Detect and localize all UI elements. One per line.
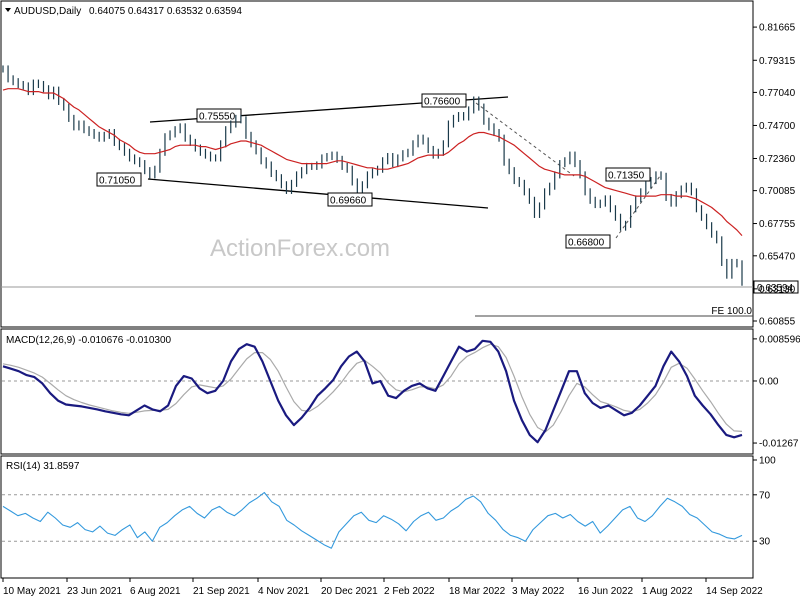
price-axis-tick-label: 0.63130 bbox=[759, 284, 796, 295]
x-tick-label: 14 Sep 2022 bbox=[706, 586, 763, 597]
x-tick-label: 4 Nov 2021 bbox=[258, 586, 310, 597]
current-price-box bbox=[753, 280, 799, 294]
pivot-label-5: 0.66800 bbox=[565, 234, 611, 249]
symbol-label: AUDUSD,Daily bbox=[14, 6, 81, 17]
macd-signal-line bbox=[2, 343, 743, 433]
price-axis-tick-label: 0.60855 bbox=[759, 316, 796, 327]
moving-average-line bbox=[2, 88, 743, 237]
macd-axis-tick-label: -0.01267 bbox=[759, 439, 799, 450]
rsi-series-group bbox=[2, 491, 743, 549]
pivot-label-4: 0.71350 bbox=[605, 167, 651, 182]
macd-panel-frame bbox=[0, 328, 754, 455]
x-tick-label: 20 Dec 2021 bbox=[321, 586, 378, 597]
pivot-label-text-2: 0.71050 bbox=[99, 176, 136, 187]
fe-label: FE 100.0 bbox=[711, 306, 752, 317]
pivot-label-2: 0.71050 bbox=[96, 172, 142, 187]
price-panel-frame bbox=[0, 0, 754, 328]
rsi-label: RSI(14) 31.8597 bbox=[6, 461, 80, 472]
rsi-panel-frame bbox=[0, 455, 754, 579]
x-tick-label: 21 Sep 2021 bbox=[193, 586, 250, 597]
pivot-label-3: 0.69660 bbox=[327, 192, 373, 207]
dropdown-triangle-icon[interactable] bbox=[5, 8, 11, 12]
x-tick-label: 6 Aug 2021 bbox=[130, 586, 181, 597]
price-axis-tick-label: 0.79315 bbox=[759, 56, 796, 67]
x-tick-label: 18 Mar 2022 bbox=[449, 586, 506, 597]
x-tick-label: 1 Aug 2022 bbox=[642, 586, 693, 597]
rsi-axis-tick-label: 30 bbox=[759, 537, 771, 548]
pivot-label-text-5: 0.66800 bbox=[568, 238, 605, 249]
price-axis-tick-label: 0.81665 bbox=[759, 23, 796, 34]
pivot-label-text-1: 0.76600 bbox=[424, 97, 461, 108]
x-tick-label: 2 Feb 2022 bbox=[384, 586, 435, 597]
macd-series-group bbox=[2, 339, 743, 444]
rsi-line bbox=[2, 491, 743, 549]
x-tick-label: 16 Jun 2022 bbox=[578, 586, 633, 597]
dashed-projection-1 bbox=[475, 102, 575, 177]
dashed-projection-2 bbox=[615, 175, 661, 239]
ohlc-values: 0.64075 0.64317 0.63532 0.63594 bbox=[89, 6, 242, 17]
rsi-y-axis: 100 70 30 bbox=[2, 456, 776, 548]
macd-main-line bbox=[2, 339, 743, 444]
current-price-value: 0.63594 bbox=[757, 283, 794, 294]
pivot-label-0: 0.75550 bbox=[196, 108, 242, 123]
price-axis-tick-label: 0.65470 bbox=[759, 251, 796, 262]
price-y-axis: 0.81665 0.79315 0.77040 0.74700 0.72360 0.700… bbox=[753, 23, 796, 327]
date-x-axis: 10 May 2021 23 Jun 2021 6 Aug 2021 21 Sep 2… bbox=[2, 578, 763, 597]
rsi-axis-tick-label: 100 bbox=[759, 456, 776, 467]
x-tick-label: 3 May 2022 bbox=[512, 586, 565, 597]
price-axis-tick-label: 0.74700 bbox=[759, 121, 796, 132]
pivot-label-1: 0.76600 bbox=[421, 93, 467, 108]
price-axis-tick-label: 0.67755 bbox=[759, 219, 796, 230]
rsi-axis-tick-label: 70 bbox=[759, 490, 771, 501]
macd-axis-tick-label: 0.008596 bbox=[759, 334, 800, 345]
price-series-group bbox=[2, 65, 743, 286]
price-axis-tick-label: 0.72360 bbox=[759, 154, 796, 165]
pivot-label-text-0: 0.75550 bbox=[199, 112, 236, 123]
pivot-label-text-4: 0.71350 bbox=[608, 171, 645, 182]
x-tick-label: 10 May 2021 bbox=[3, 586, 61, 597]
lower-trendline bbox=[147, 178, 489, 209]
macd-label: MACD(12,26,9) -0.010676 -0.010300 bbox=[6, 335, 172, 346]
x-tick-label: 23 Jun 2021 bbox=[67, 586, 122, 597]
price-axis-tick-label: 0.77040 bbox=[759, 88, 796, 99]
price-axis-tick-label: 0.70085 bbox=[759, 186, 796, 197]
watermark-text: ActionForex.com bbox=[210, 235, 390, 262]
macd-axis-tick-label: 0.00 bbox=[759, 376, 779, 387]
pivot-label-text-3: 0.69660 bbox=[330, 196, 367, 207]
